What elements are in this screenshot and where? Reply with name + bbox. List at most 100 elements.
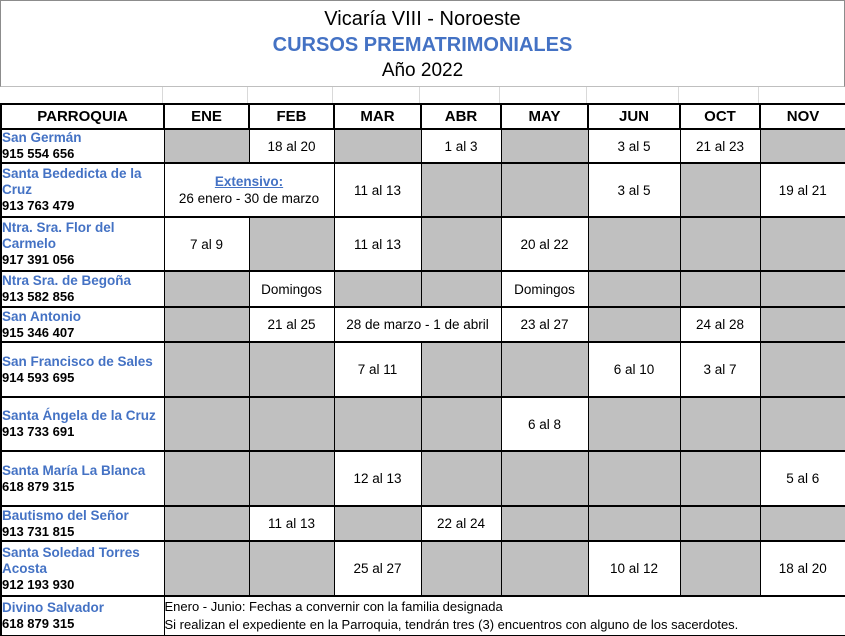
schedule-cell: 25 al 27 (333, 540, 422, 597)
parish-cell: Bautismo del Señor 913 731 815 (0, 505, 165, 542)
empty-cell (500, 128, 589, 164)
empty-cell (333, 128, 422, 164)
parish-name: Santa María La Blanca (2, 462, 146, 478)
schedule-table: PARROQUIA ENE FEB MAR ABR MAY JUN OCT NOV San Ge… (0, 103, 845, 636)
column-header-parroquia: PARROQUIA (0, 103, 165, 130)
parish-cell: San Antonio 915 346 407 (0, 306, 165, 343)
empty-cell (248, 396, 335, 452)
schedule-cell: 1 al 3 (420, 128, 502, 164)
column-header-ene: ENE (163, 103, 250, 130)
spacer-cell (587, 87, 679, 103)
empty-cell (679, 396, 761, 452)
empty-cell (163, 450, 250, 507)
table-row: San Antonio 915 346 407 21 al 25 28 de marz… (0, 306, 845, 343)
table-row: Santa Soledad Torres Acosta 912 193 930 25… (0, 540, 845, 597)
schedule-cell-line: 26 enero - 30 de marzo (178, 191, 320, 206)
table-row: Ntra Sra. de Begoña 913 582 856 Domingos Do… (0, 270, 845, 308)
schedule-cell: 3 al 5 (587, 162, 681, 218)
title-course: CURSOS PREMATRIMONIALES (272, 34, 573, 56)
parish-name: San Francisco de Sales (2, 353, 153, 369)
column-header-abr: ABR (420, 103, 502, 130)
empty-cell (163, 128, 250, 164)
parish-name: Ntra Sra. de Begoña (2, 273, 132, 288)
parish-cell: Ntra. Sra. Flor del Carmelo 917 391 056 (0, 216, 165, 272)
empty-cell (500, 341, 589, 398)
parish-phone: 913 731 815 (2, 523, 75, 539)
note-line: Si realizan el expediente en la Parroqui… (164, 617, 739, 632)
schedule-cell: 22 al 24 (420, 505, 502, 542)
column-header-oct: OCT (679, 103, 761, 130)
column-header-feb: FEB (248, 103, 335, 130)
empty-cell (759, 128, 845, 164)
title-box: Vicaría VIII - Noroeste CURSOS PREMATRIM… (0, 0, 845, 87)
schedule-cell: 21 al 25 (248, 306, 335, 343)
spacer-cell (0, 87, 163, 103)
empty-cell (333, 396, 422, 452)
empty-cell (759, 396, 845, 452)
spacer-cell (163, 87, 248, 103)
table-row: San Francisco de Sales 914 593 695 7 al 11… (0, 341, 845, 398)
empty-cell (500, 162, 589, 218)
empty-cell (759, 306, 845, 343)
parish-phone: 917 391 056 (2, 252, 75, 267)
column-header-may: MAY (500, 103, 589, 130)
schedule-cell: 12 al 13 (333, 450, 422, 507)
schedule-cell: 7 al 9 (163, 216, 250, 272)
schedule-cell: 19 al 21 (759, 162, 845, 218)
table-row: Divino Salvador 618 879 315 Enero - Junio:… (0, 595, 845, 636)
schedule-cell: 24 al 28 (679, 306, 761, 343)
title-vicariate: Vicaría VIII - Noroeste (324, 8, 521, 30)
schedule-cell: 3 al 7 (679, 341, 761, 398)
parish-cell: San Germán 915 554 656 (0, 128, 165, 164)
parish-phone: 915 346 407 (2, 324, 75, 340)
empty-cell (679, 162, 761, 218)
empty-cell (500, 450, 589, 507)
empty-cell (420, 341, 502, 398)
empty-cell (679, 505, 761, 542)
table-row: San Germán 915 554 656 18 al 20 1 al 3 3 al … (0, 128, 845, 164)
parish-cell: Divino Salvador 618 879 315 (0, 595, 165, 636)
parish-name: Santa Soledad Torres Acosta (2, 544, 140, 576)
header-row: PARROQUIA ENE FEB MAR ABR MAY JUN OCT NOV (0, 103, 845, 130)
empty-cell (679, 540, 761, 597)
schedule-cell: 10 al 12 (587, 540, 681, 597)
parish-name: Bautismo del Señor (2, 507, 129, 523)
empty-cell (500, 505, 589, 542)
schedule-cell: 23 al 27 (500, 306, 589, 343)
spacer-cell (500, 87, 587, 103)
spacer-cell (333, 87, 420, 103)
empty-cell (420, 540, 502, 597)
schedule-cell-line: Extensivo: (214, 174, 284, 189)
schedule-cell: 3 al 5 (587, 128, 681, 164)
parish-name: San Germán (2, 130, 82, 145)
empty-cell (679, 450, 761, 507)
parish-cell: Santa Ángela de la Cruz 913 733 691 (0, 396, 165, 452)
column-header-nov: NOV (759, 103, 845, 130)
parish-name: Divino Salvador (2, 600, 105, 615)
parish-phone: 912 193 930 (2, 576, 75, 592)
empty-cell (587, 216, 681, 272)
schedule-cell: 11 al 13 (248, 505, 335, 542)
title-year: Año 2022 (381, 60, 464, 81)
empty-cell (420, 450, 502, 507)
note-line: Enero - Junio: Fechas a convernir con la… (164, 599, 503, 614)
parish-cell: Santa María La Blanca 618 879 315 (0, 450, 165, 507)
schedule-cell: 6 al 8 (500, 396, 589, 452)
schedule-cell: 18 al 20 (248, 128, 335, 164)
empty-cell (333, 270, 422, 308)
empty-cell (333, 505, 422, 542)
note-cell: Enero - Junio: Fechas a convernir con la… (163, 595, 845, 636)
spacer-cell (420, 87, 500, 103)
table-row: Santa Ángela de la Cruz 913 733 691 6 al 8 (0, 396, 845, 452)
empty-cell (759, 341, 845, 398)
schedule-cell: 20 al 22 (500, 216, 589, 272)
spacer-cell (679, 87, 759, 103)
parish-phone: 913 582 856 (2, 289, 75, 304)
parish-cell: Santa Soledad Torres Acosta 912 193 930 (0, 540, 165, 597)
schedule-cell: 5 al 6 (759, 450, 845, 507)
parish-cell: San Francisco de Sales 914 593 695 (0, 341, 165, 398)
empty-cell (248, 540, 335, 597)
empty-cell (163, 306, 250, 343)
empty-cell (420, 396, 502, 452)
parish-cell: Ntra Sra. de Begoña 913 582 856 (0, 270, 165, 308)
